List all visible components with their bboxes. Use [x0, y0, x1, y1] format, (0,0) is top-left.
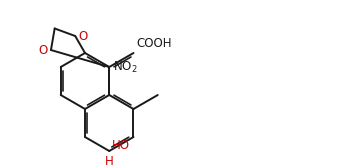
Text: COOH: COOH	[136, 37, 172, 50]
Text: O: O	[39, 43, 48, 57]
Text: O: O	[78, 30, 87, 42]
Text: NO$_2$: NO$_2$	[113, 59, 138, 75]
Text: H: H	[105, 155, 114, 166]
Text: HO: HO	[112, 139, 130, 152]
